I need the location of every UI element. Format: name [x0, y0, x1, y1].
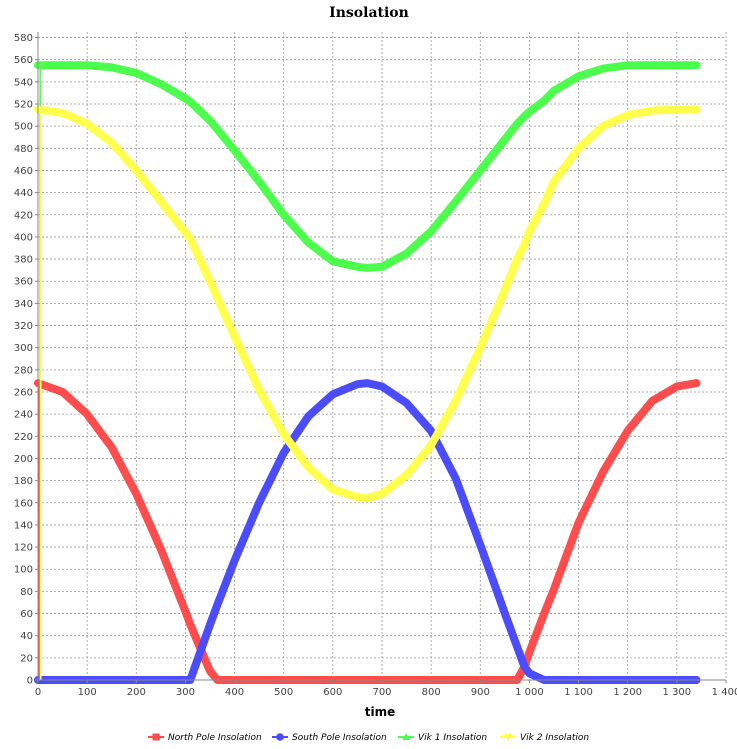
- x-tick-label: 700: [372, 687, 391, 698]
- y-tick-label: 20: [20, 653, 33, 664]
- x-tick-label: 400: [225, 687, 244, 698]
- x-tick-label: 1 000: [515, 687, 544, 698]
- x-tick-label: 900: [471, 687, 490, 698]
- y-tick-label: 220: [14, 432, 33, 443]
- x-axis-title: time: [365, 705, 396, 719]
- y-tick-label: 380: [14, 255, 33, 266]
- y-tick-label: 0: [27, 676, 33, 687]
- chart-title: Insolation: [329, 5, 409, 21]
- legend-label-vik-1-insolation: Vik 1 Insolation: [418, 733, 487, 743]
- y-tick-label: 520: [14, 100, 33, 111]
- y-tick-label: 540: [14, 77, 33, 88]
- x-tick-label: 0: [35, 687, 41, 698]
- y-tick-label: 100: [14, 565, 33, 576]
- legend-marker-north-pole-insolation: [152, 733, 160, 741]
- y-tick-label: 160: [14, 498, 33, 509]
- y-tick-label: 360: [14, 277, 33, 288]
- x-tick-label: 1 400: [712, 687, 737, 698]
- y-tick-label: 560: [14, 55, 33, 66]
- y-tick-label: 280: [14, 365, 33, 376]
- x-tick-label: 1 100: [564, 687, 593, 698]
- y-tick-labels: 0 20 40 60 80 100 120 140 160 180 200 220 240 260 280 3…: [14, 33, 38, 687]
- x-tick-label: 500: [274, 687, 293, 698]
- x-tick-labels: 0 100 200 300 400 500 600 700 800 900 1 000 1 100 1 …: [35, 680, 737, 698]
- grid-lines: [38, 32, 727, 680]
- y-tick-label: 320: [14, 321, 33, 332]
- y-tick-label: 340: [14, 299, 33, 310]
- y-tick-label: 60: [20, 609, 33, 620]
- y-tick-label: 500: [14, 122, 33, 133]
- legend: North Pole Insolation South Pole Insolati…: [148, 733, 589, 743]
- legend-label-south-pole-insolation: South Pole Insolation: [292, 733, 387, 743]
- y-tick-label: 580: [14, 33, 33, 44]
- legend-marker-vik-1-insolation: [402, 733, 410, 740]
- y-tick-label: 80: [20, 587, 33, 598]
- x-tick-label: 300: [176, 687, 195, 698]
- y-tick-label: 120: [14, 543, 33, 554]
- y-tick-label: 140: [14, 520, 33, 531]
- y-tick-label: 300: [14, 343, 33, 354]
- y-tick-label: 400: [14, 232, 33, 243]
- x-tick-label: 200: [127, 687, 146, 698]
- x-tick-label: 800: [422, 687, 441, 698]
- series-line-vik-2-insolation: [34, 105, 701, 503]
- y-tick-label: 440: [14, 188, 33, 199]
- y-tick-label: 40: [20, 631, 33, 642]
- y-tick-label: 200: [14, 454, 33, 465]
- x-tick-label: 600: [323, 687, 342, 698]
- legend-marker-vik-2-insolation: [504, 734, 512, 741]
- legend-label-vik-2-insolation: Vik 2 Insolation: [520, 733, 589, 743]
- y-tick-label: 180: [14, 476, 33, 487]
- y-tick-label: 460: [14, 166, 33, 177]
- series-line-vik-1-insolation: [34, 61, 701, 272]
- legend-label-north-pole-insolation: North Pole Insolation: [168, 733, 262, 743]
- y-tick-label: 480: [14, 144, 33, 155]
- y-tick-label: 420: [14, 210, 33, 221]
- y-tick-label: 260: [14, 388, 33, 399]
- x-tick-label: 100: [78, 687, 97, 698]
- y-tick-label: 240: [14, 410, 33, 421]
- x-tick-label: 1 200: [613, 687, 642, 698]
- x-tick-label: 1 300: [663, 687, 692, 698]
- legend-marker-south-pole-insolation: [276, 733, 284, 741]
